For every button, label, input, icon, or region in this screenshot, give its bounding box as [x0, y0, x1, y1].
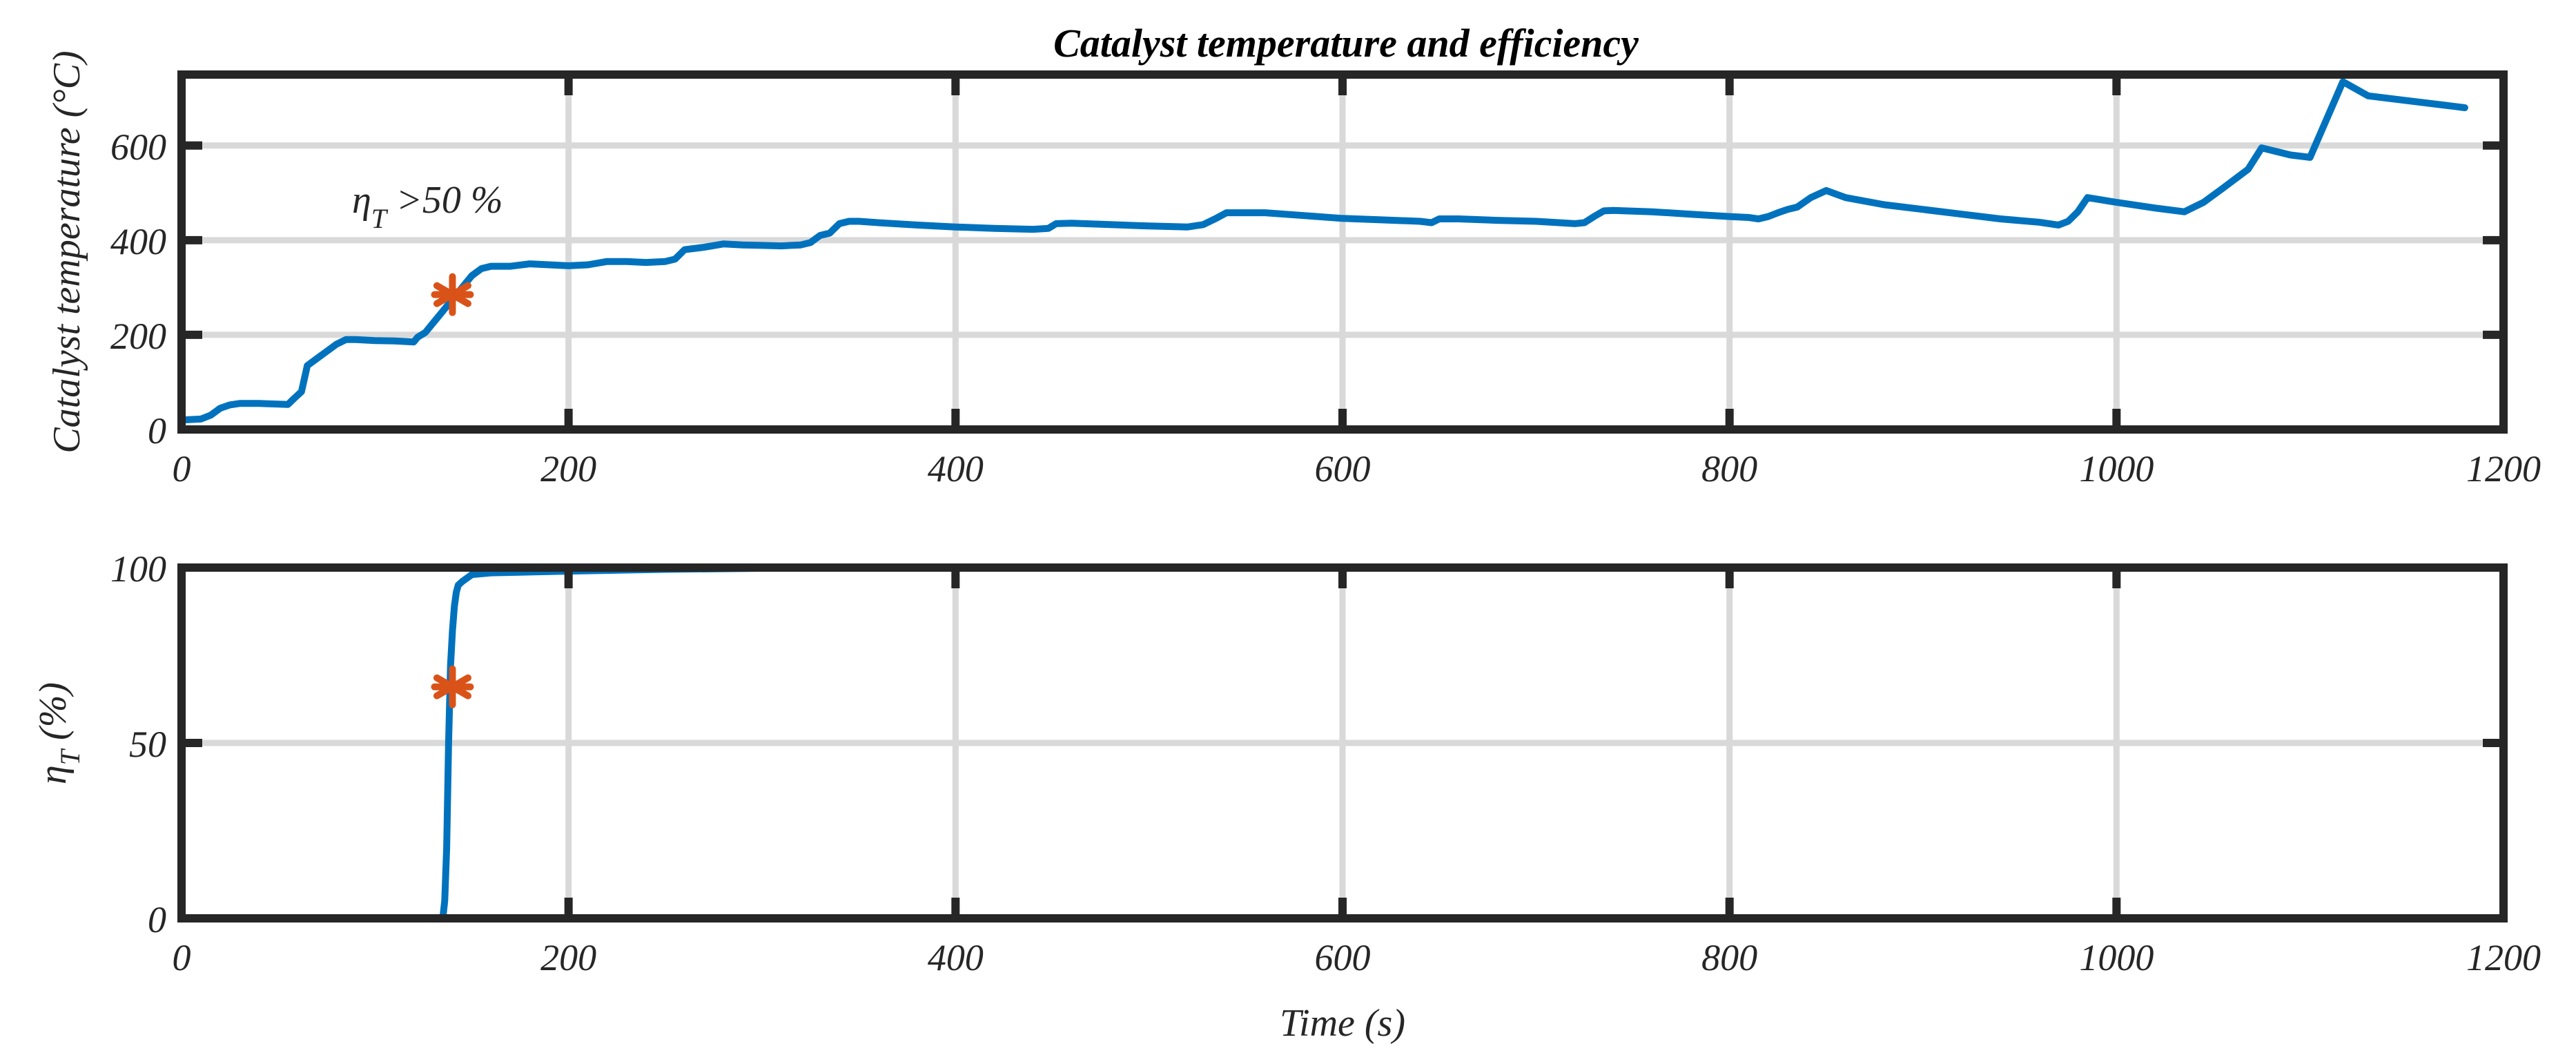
efficiency-ticks: 0 200 400 600 800 1000 1200 0 50 100 — [110, 548, 2541, 978]
temperature-y-axis-label: Catalyst temperature (°C) — [46, 50, 88, 453]
temperature-threshold-marker — [431, 273, 474, 316]
temperature-series-line — [178, 78, 2468, 424]
temperature-y-tick-label: 0 — [148, 410, 166, 452]
temperature-grid — [182, 75, 2504, 429]
efficiency-x-tick-label: 1200 — [2466, 937, 2541, 978]
efficiency-ylabel-eta: η — [32, 765, 75, 784]
annotation-text: >50 % — [387, 179, 502, 222]
efficiency-axes: 0 200 400 600 800 1000 1200 0 50 100 ηT (%) Time … — [32, 548, 2541, 1045]
time-x-axis-label: Time (s) — [1280, 1002, 1405, 1045]
threshold-annotation: ηT >50 % — [352, 179, 502, 234]
temperature-ticks: 0 200 400 600 800 1000 1200 0 200 400 600 — [110, 75, 2541, 490]
efficiency-y-axis-label: ηT (%) — [32, 682, 86, 784]
annotation-eta: η — [352, 179, 371, 222]
efficiency-y-tick-label: 50 — [129, 724, 166, 765]
efficiency-x-tick-label: 400 — [928, 937, 984, 978]
temperature-y-tick-label: 200 — [110, 316, 166, 357]
efficiency-y-tick-label: 0 — [148, 899, 166, 940]
efficiency-y-tick-label: 100 — [110, 548, 166, 590]
temperature-x-tick-label: 1000 — [2079, 448, 2154, 490]
temperature-marker-point — [431, 273, 474, 316]
temperature-axes: 0 200 400 600 800 1000 1200 0 200 400 600 ηT >50 %… — [46, 50, 2541, 490]
chart-title: Catalyst temperature and efficiency — [1053, 21, 1639, 66]
efficiency-ylabel-sub: T — [55, 748, 86, 765]
efficiency-x-tick-label: 1000 — [2079, 937, 2154, 978]
efficiency-x-tick-label: 800 — [1701, 937, 1757, 978]
annotation-subscript: T — [371, 203, 389, 234]
efficiency-x-tick-label: 200 — [540, 937, 596, 978]
temperature-series — [178, 78, 2468, 424]
temperature-x-tick-label: 1200 — [2466, 448, 2541, 490]
efficiency-x-tick-label: 0 — [173, 937, 191, 978]
temperature-x-tick-label: 600 — [1315, 448, 1371, 490]
efficiency-x-tick-label: 600 — [1315, 937, 1371, 978]
efficiency-marker-point — [431, 665, 474, 708]
efficiency-threshold-marker — [431, 665, 474, 708]
efficiency-grid — [182, 568, 2504, 918]
temperature-y-tick-label: 400 — [110, 221, 166, 262]
efficiency-ylabel-rest: (%) — [32, 682, 75, 750]
temperature-x-tick-label: 200 — [540, 448, 596, 490]
temperature-x-tick-label: 0 — [173, 448, 191, 490]
temperature-x-tick-label: 400 — [928, 448, 984, 490]
temperature-y-tick-label: 600 — [110, 126, 166, 168]
temperature-x-tick-label: 800 — [1701, 448, 1757, 490]
